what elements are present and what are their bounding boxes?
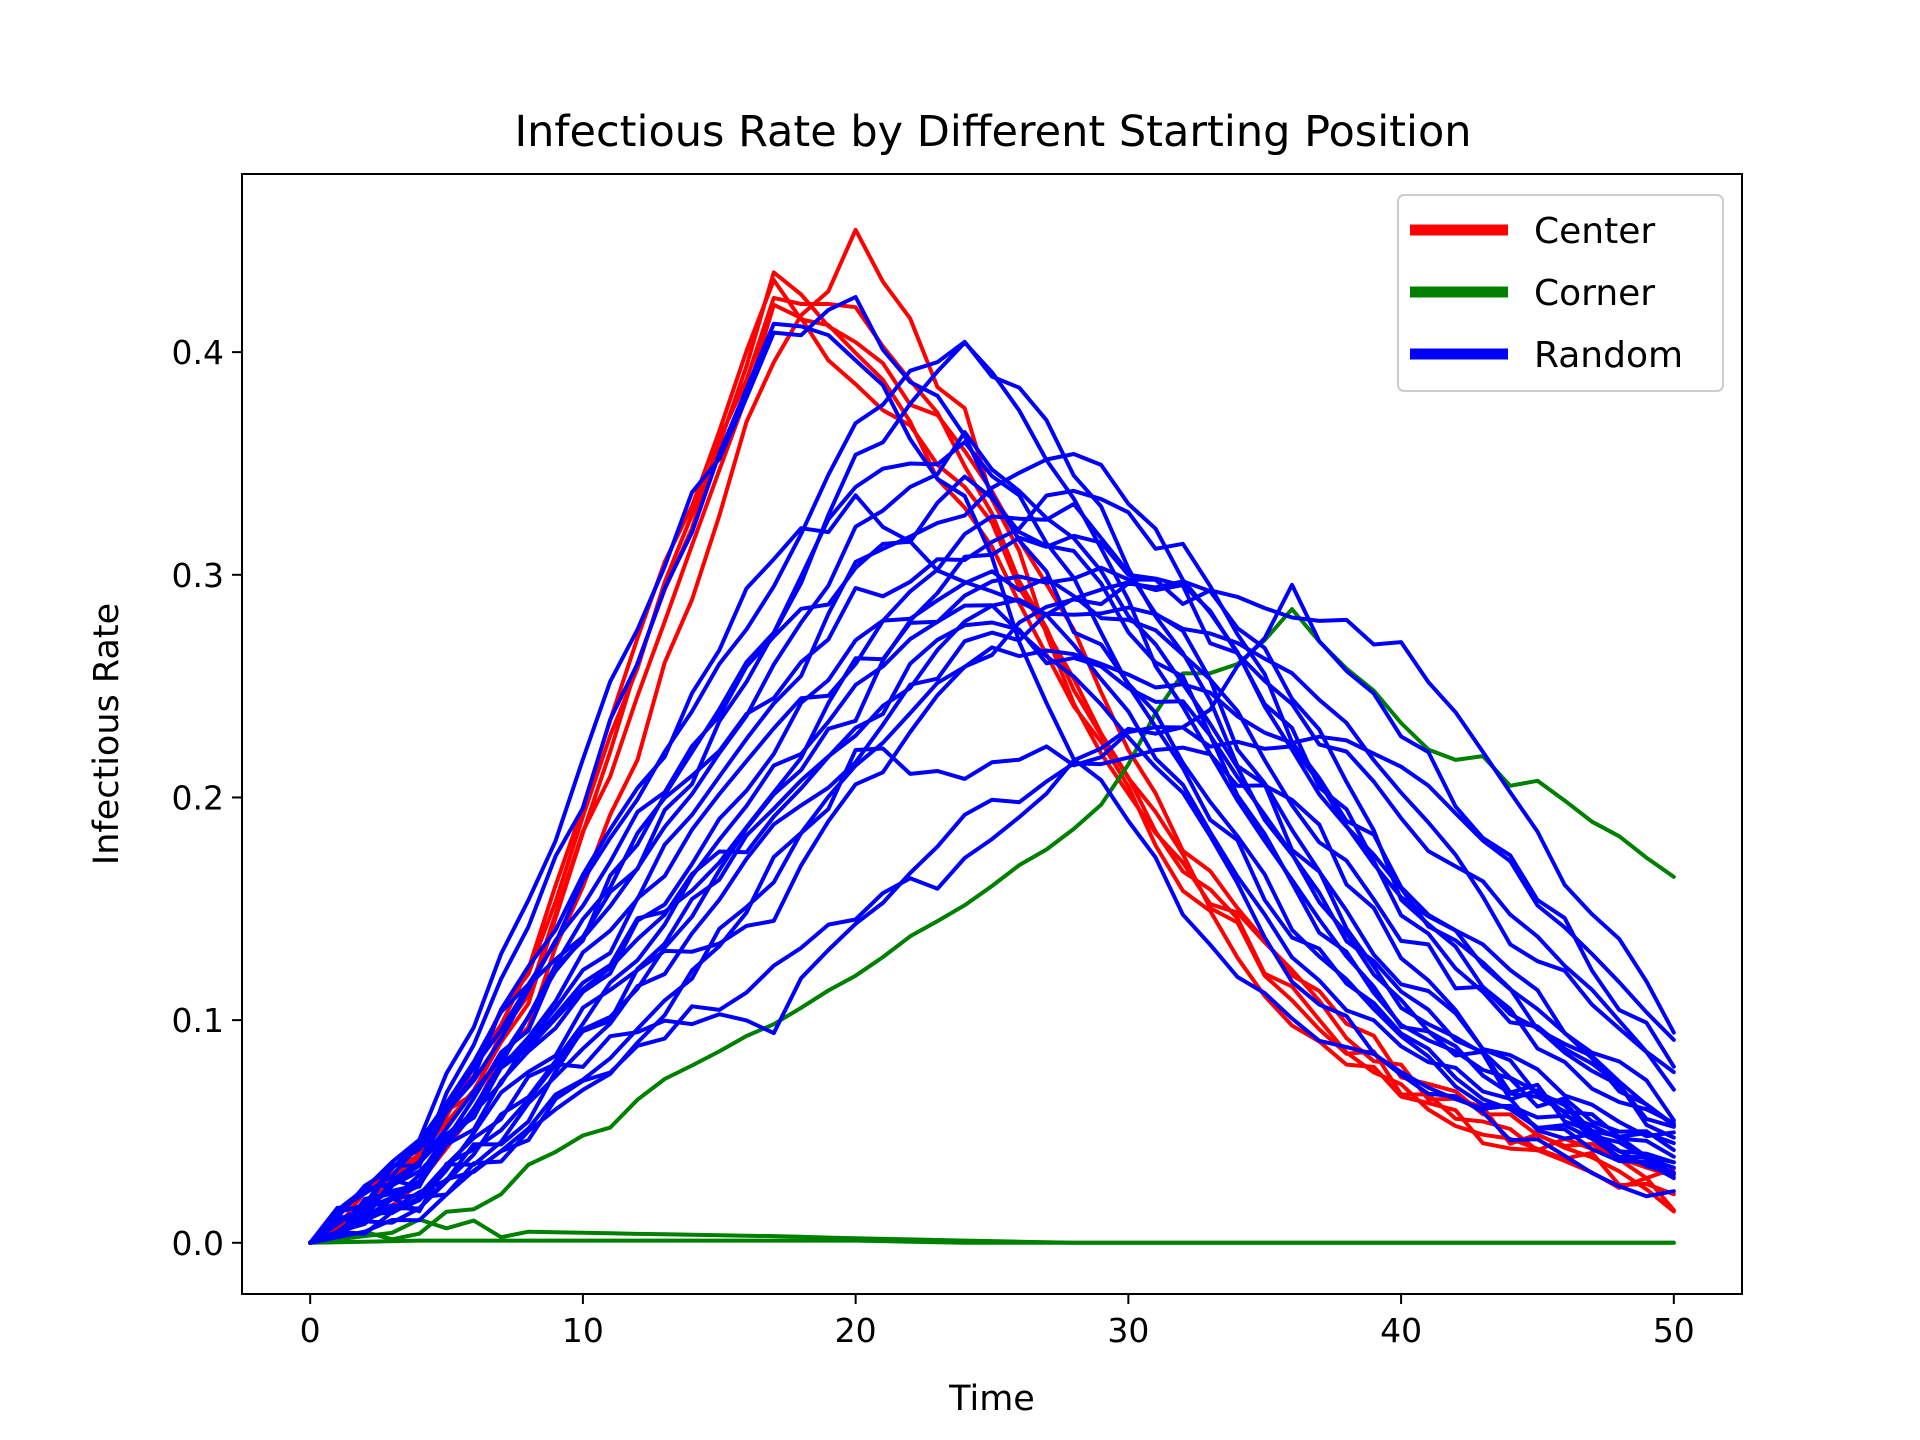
series-random-run-1 [308,295,1676,1245]
chart-title: Infectious Rate by Different Starting Po… [514,107,1471,157]
x-tick-label: 40 [1380,1311,1422,1350]
series-random-run-11 [308,605,1676,1245]
x-tick-label: 20 [835,1311,877,1350]
legend-label-corner: Corner [1534,273,1655,314]
series-random-run-22 [308,620,1676,1245]
series-random-run-8 [308,569,1676,1245]
legend-label-random: Random [1534,335,1683,376]
series-corner-run-1 [308,607,1676,1245]
legend-box [1397,194,1724,392]
series-random-run-16 [308,745,1676,1245]
series-random-run-15 [308,582,1676,1245]
y-tick-label: 0.1 [172,1001,224,1040]
y-axis: 0.0 0.1 0.2 0.3 0.4 [172,333,242,1263]
plot-frame [241,173,1743,1295]
series-corner-run-3 [308,1238,1676,1245]
x-tick-label: 50 [1653,1311,1695,1350]
series-layer [308,227,1676,1245]
series-center-run-1 [308,278,1676,1245]
y-tick-label: 0.2 [172,778,224,817]
x-axis-title: Time [948,1379,1035,1419]
legend-label-center: Center [1534,211,1655,252]
series-random-run-14 [308,725,1676,1245]
series-random-run-6 [308,452,1676,1245]
x-tick-label: 0 [300,1311,321,1350]
y-tick-label: 0.0 [172,1224,224,1263]
legend: Center Corner Random [1397,194,1724,392]
x-tick-label: 30 [1107,1311,1149,1350]
y-axis-title: Infectious Rate [87,603,127,865]
x-axis: 0 10 20 30 40 50 [300,1294,1695,1350]
series-random-run-21 [308,579,1676,1245]
y-tick-label: 0.3 [172,556,224,595]
series-random-run-23 [308,603,1676,1245]
series-random-run-20 [308,502,1676,1245]
series-random-run-18 [308,440,1676,1245]
y-tick-label: 0.4 [172,333,224,372]
x-tick-label: 10 [562,1311,604,1350]
series-random-run-13 [308,533,1676,1245]
